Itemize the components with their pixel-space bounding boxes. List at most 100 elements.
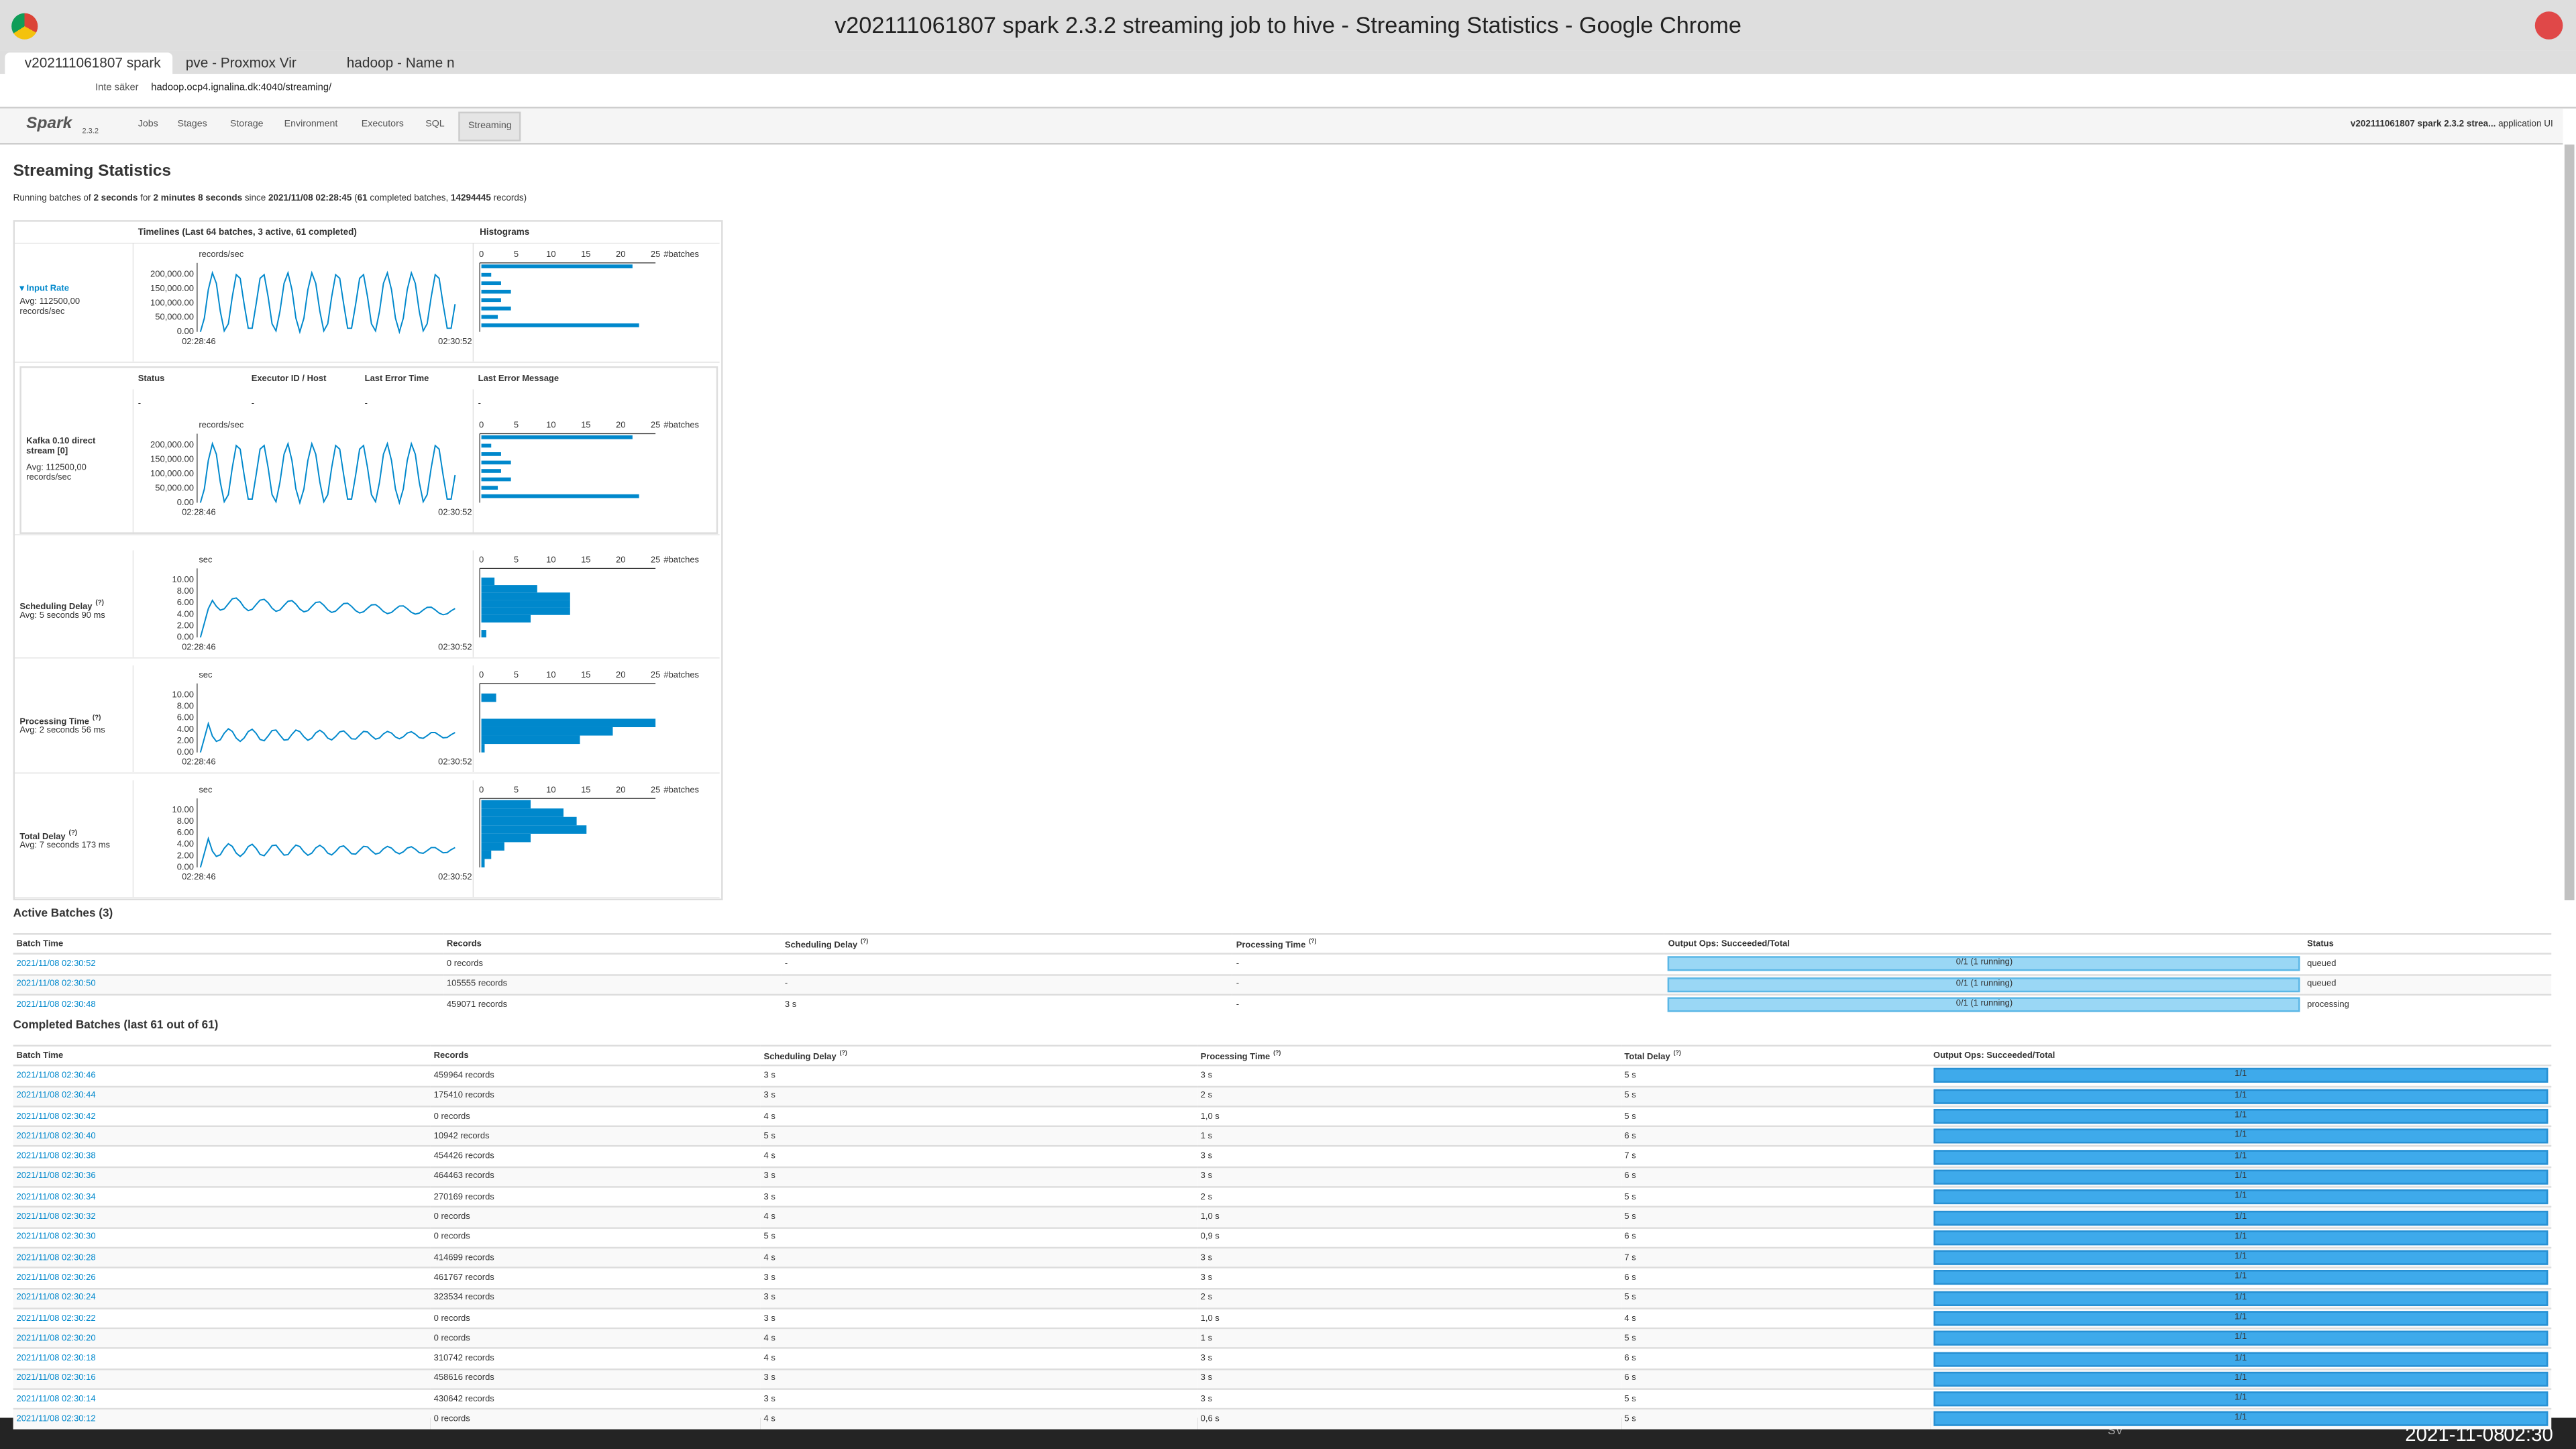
help[interactable]: (?) <box>95 598 104 606</box>
progress-bar: 1/1 <box>1933 1411 2548 1427</box>
cell: 454426 records <box>430 1146 761 1167</box>
batch-link[interactable]: 2021/11/08 02:30:40 <box>16 1131 96 1142</box>
spark-logo[interactable]: Spark <box>26 115 72 133</box>
column-header: Scheduling Delay (?) <box>782 932 1233 955</box>
nav-item[interactable]: Streaming <box>458 111 522 142</box>
column-header: Status <box>2304 932 2552 955</box>
window-close[interactable] <box>2534 11 2563 40</box>
receiver-value: - <box>364 399 368 409</box>
cell: 2021/11/08 02:30:34 <box>13 1186 431 1208</box>
help[interactable]: (?) <box>68 828 78 837</box>
cell: 5 s <box>760 1125 1197 1147</box>
batch-link[interactable]: 2021/11/08 02:30:16 <box>16 1374 96 1384</box>
cell: 0/1 (1 running) <box>1664 953 2304 975</box>
column-header: Records <box>430 1044 761 1066</box>
batch-link[interactable]: 2021/11/08 02:30:48 <box>16 1000 96 1010</box>
batch-link[interactable]: 2021/11/08 02:30:30 <box>16 1232 96 1243</box>
cell: 1/1 <box>1930 1206 2552 1228</box>
column-header: Records <box>443 932 782 955</box>
cell: 3 s <box>1197 1146 1621 1167</box>
cell: 1/1 <box>1930 1146 2552 1167</box>
batch-link[interactable]: 2021/11/08 02:30:42 <box>16 1111 96 1122</box>
cell: 3 s <box>760 1307 1197 1329</box>
batch-link[interactable]: 2021/11/08 02:30:20 <box>16 1334 96 1344</box>
tab[interactable]: pve - Proxmox Vir <box>185 54 297 71</box>
help[interactable]: (?) <box>839 1049 847 1057</box>
cell: 1/1 <box>1930 1125 2552 1147</box>
cell: 2021/11/08 02:30:14 <box>13 1388 431 1409</box>
cell: 6 s <box>1621 1166 1931 1187</box>
cell-text: 3 s <box>763 1394 775 1405</box>
batch-link[interactable]: 2021/11/08 02:30:36 <box>16 1172 96 1182</box>
help[interactable]: (?) <box>1273 1049 1281 1057</box>
batch-link[interactable]: 2021/11/08 02:30:26 <box>16 1273 96 1283</box>
nav-item[interactable]: Storage <box>229 119 264 130</box>
nav-item[interactable]: SQL <box>425 119 445 130</box>
cell: 414699 records <box>430 1246 761 1269</box>
help[interactable]: (?) <box>1309 937 1317 945</box>
cell: 2021/11/08 02:30:32 <box>13 1206 431 1228</box>
progress-bar: 0/1 (1 running) <box>1668 997 2301 1012</box>
cell-text: 4 s <box>1624 1313 1636 1324</box>
cell-text: 6 s <box>1624 1172 1636 1182</box>
cell: 1 s <box>1197 1328 1621 1349</box>
batch-link[interactable]: 2021/11/08 02:30:14 <box>16 1394 96 1405</box>
summary-part: completed batches, <box>367 193 451 204</box>
progress-bar: 1/1 <box>1933 1189 2548 1205</box>
batch-link[interactable]: 2021/11/08 02:30:52 <box>16 959 96 969</box>
tab[interactable]: v202111061807 spark <box>5 52 173 74</box>
tab[interactable]: hadoop - Name n <box>346 54 455 71</box>
batch-link[interactable]: 2021/11/08 02:30:32 <box>16 1212 96 1223</box>
cell: 2021/11/08 02:30:38 <box>13 1146 431 1167</box>
batch-link[interactable]: 2021/11/08 02:30:46 <box>16 1071 96 1081</box>
cell: 270169 records <box>430 1186 761 1208</box>
nav-item[interactable]: Environment <box>284 119 338 130</box>
receiver-value: - <box>138 399 142 409</box>
row-label: Processing Time(?) <box>19 713 101 727</box>
summary-part: 61 <box>357 193 368 204</box>
cell: 0/1 (1 running) <box>1664 973 2304 995</box>
batch-link[interactable]: 2021/11/08 02:30:34 <box>16 1192 96 1202</box>
batch-row: 2021/11/08 02:30:26 461767 records 3 s 3 s 6… <box>13 1267 2552 1289</box>
help[interactable]: (?) <box>92 712 101 722</box>
receiver-value: - <box>478 399 481 409</box>
batch-link[interactable]: 2021/11/08 02:30:22 <box>16 1313 96 1324</box>
cell: 2021/11/08 02:30:42 <box>13 1105 431 1127</box>
cell-text: 3 s <box>763 1071 775 1081</box>
batch-row: 2021/11/08 02:30:20 0 records 4 s 1 s 5 s 1/1 <box>13 1328 2552 1349</box>
batch-row: 2021/11/08 02:30:50 105555 records - - 0/1 (… <box>13 973 2552 995</box>
nav-item[interactable]: Jobs <box>138 119 158 130</box>
help[interactable]: (?) <box>860 937 869 945</box>
batch-link[interactable]: 2021/11/08 02:30:44 <box>16 1091 96 1102</box>
batch-link[interactable]: 2021/11/08 02:30:38 <box>16 1152 96 1162</box>
progress-bar: 1/1 <box>1933 1129 2548 1144</box>
cell-text: 310742 records <box>433 1354 494 1364</box>
batch-link[interactable]: 2021/11/08 02:30:12 <box>16 1414 96 1425</box>
cell: 3 s <box>1197 1348 1621 1369</box>
batch-link[interactable]: 2021/11/08 02:30:28 <box>16 1252 96 1263</box>
cell: 3 s <box>760 1368 1197 1389</box>
help[interactable]: (?) <box>1673 1049 1681 1057</box>
cell-text: 414699 records <box>433 1252 494 1263</box>
column-header: Batch Time <box>13 1044 431 1066</box>
progress-bar: 1/1 <box>1933 1391 2548 1407</box>
cell: 1/1 <box>1930 1287 2552 1309</box>
nav-item[interactable]: Executors <box>361 119 404 130</box>
batch-link[interactable]: 2021/11/08 02:30:50 <box>16 979 96 989</box>
batch-link[interactable]: 2021/11/08 02:30:18 <box>16 1354 96 1364</box>
cell-text: 4 s <box>763 1212 775 1223</box>
progress-bar: 0/1 (1 running) <box>1668 957 2301 972</box>
cell-text: 0,6 s <box>1200 1414 1220 1425</box>
batch-row: 2021/11/08 02:30:28 414699 records 4 s 3 s 7… <box>13 1246 2552 1269</box>
column-header: Batch Time <box>13 932 444 955</box>
cell-text: 3 s <box>1200 1071 1212 1081</box>
batch-link[interactable]: 2021/11/08 02:30:24 <box>16 1293 96 1303</box>
nav-item[interactable]: Stages <box>177 119 207 130</box>
summary-part: since <box>242 193 269 204</box>
cell: 7 s <box>1621 1146 1931 1167</box>
cell-text: 3 s <box>763 1313 775 1324</box>
row-label[interactable]: ▾ Input Rate <box>19 284 69 294</box>
cell-text: 3 s <box>763 1293 775 1303</box>
url[interactable]: hadoop.ocp4.ignalina.dk:4040/streaming/ <box>151 83 332 94</box>
